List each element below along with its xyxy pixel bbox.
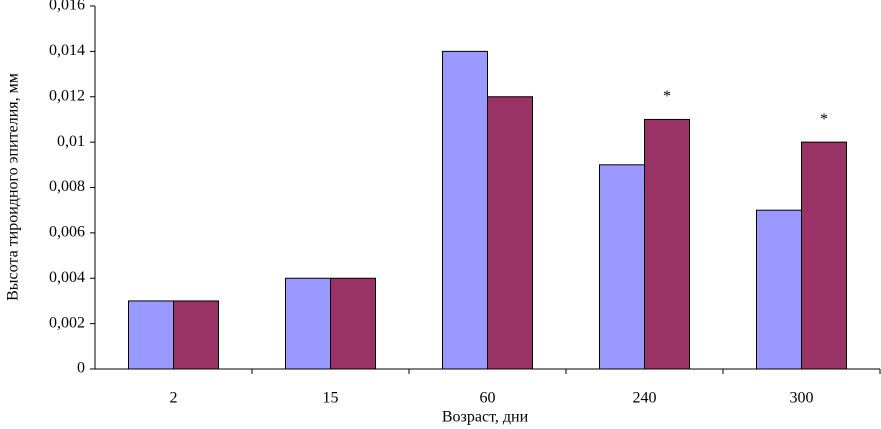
bar: [173, 300, 219, 370]
y-tick-label: 0,01: [57, 133, 85, 150]
bar: [599, 164, 645, 370]
y-tick-label: 0,014: [49, 42, 85, 59]
bar: [442, 50, 488, 370]
bar: [128, 300, 174, 370]
x-tick-label: 15: [323, 390, 339, 407]
bar: [285, 277, 331, 370]
x-axis-label: Возраст, дни: [442, 409, 529, 426]
bar: [756, 209, 802, 370]
y-tick-label: 0,002: [49, 314, 85, 331]
annotation: *: [663, 88, 671, 105]
bar: [644, 118, 690, 370]
y-tick-label: 0: [77, 360, 85, 377]
x-tick-label: 240: [633, 390, 657, 407]
y-tick-label: 0,012: [49, 87, 85, 104]
bar: [801, 141, 847, 370]
bar: [330, 277, 376, 370]
y-tick-label: 0,004: [49, 269, 85, 286]
bar: [487, 96, 533, 370]
y-tick-label: 0,006: [49, 224, 85, 241]
x-tick-label: 300: [790, 390, 814, 407]
annotation: *: [820, 111, 828, 128]
y-axis-label: Высота тироидного эпителия, мм: [5, 73, 22, 301]
x-tick-label: 2: [170, 390, 178, 407]
y-tick-label: 0,008: [49, 178, 85, 195]
x-tick-label: 60: [480, 390, 496, 407]
y-tick-label: 0,016: [49, 0, 85, 14]
